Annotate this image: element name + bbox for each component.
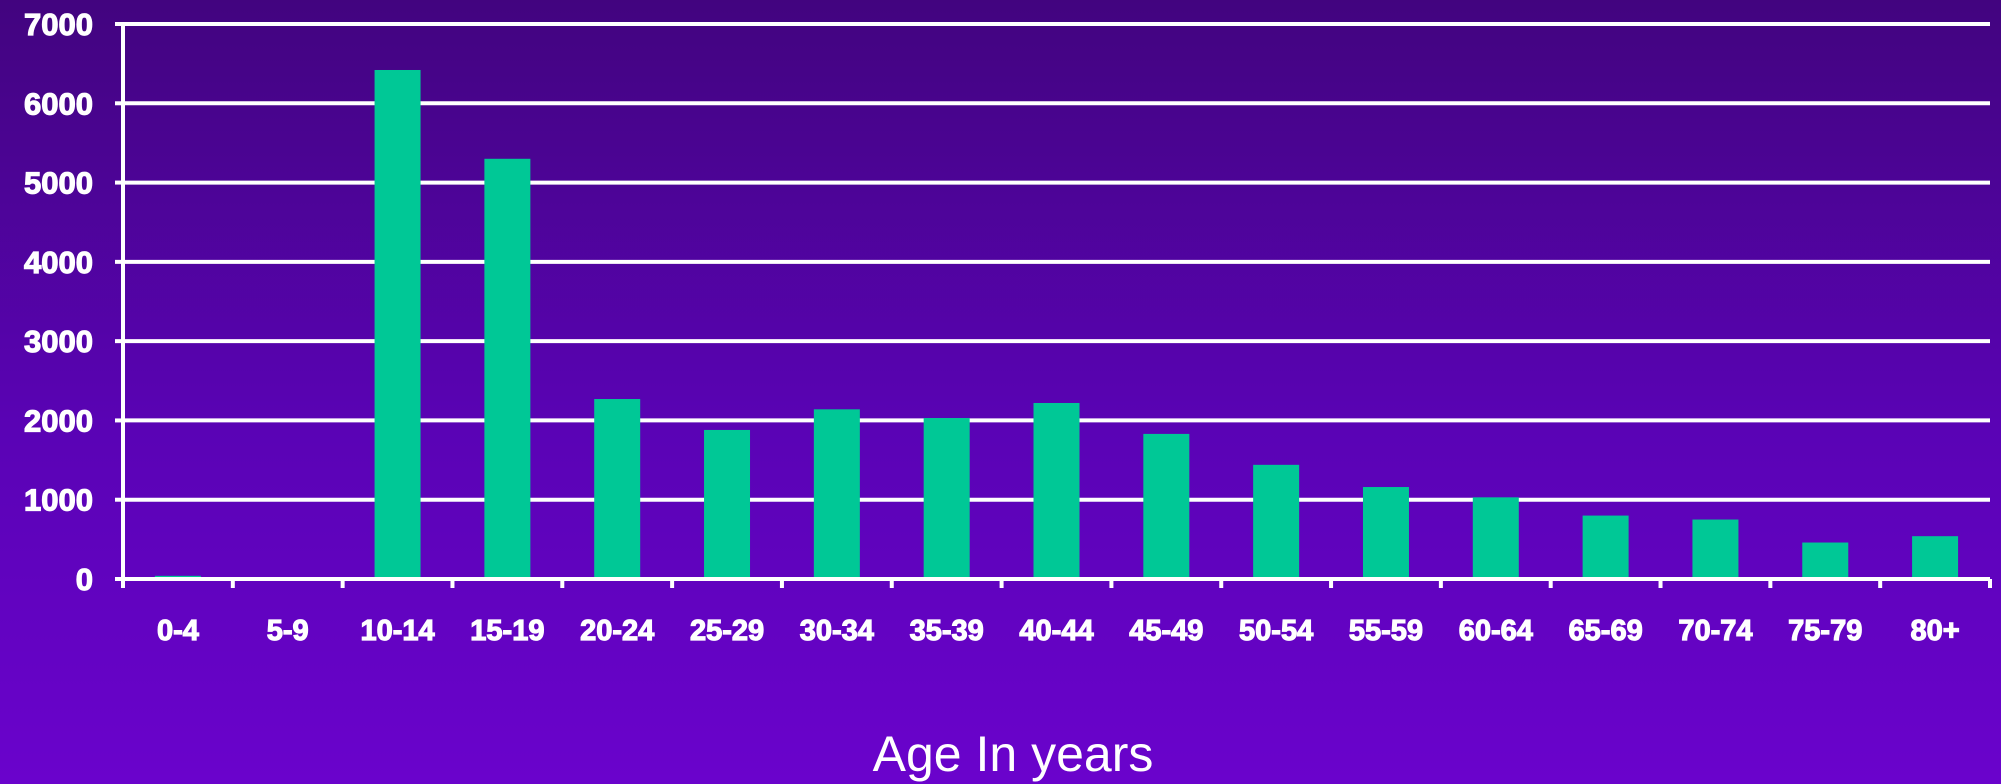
x-tick-label-0-4: 0-4 — [157, 615, 199, 647]
grid-lines — [123, 22, 1990, 502]
y-tick-label-7000: 7000 — [24, 7, 93, 42]
bar-10-14 — [374, 69, 421, 579]
y-tick-label-2000: 2000 — [24, 403, 93, 438]
x-tick-labels: 0-4 5-9 10-14 15-19 20-24 25-29 30-34 35-39 40-4… — [156, 614, 1960, 647]
bars — [154, 69, 1959, 580]
bar-50-54 — [1253, 464, 1300, 579]
axes — [115, 22, 1992, 588]
bar-45-49 — [1143, 433, 1190, 579]
bar-75-79 — [1802, 542, 1849, 579]
x-tick-label-35-39: 35-39 — [910, 615, 984, 647]
bar-60-64 — [1472, 497, 1519, 579]
y-tick-labels: 0 1000 2000 3000 4000 5000 6000 7000 — [23, 6, 93, 597]
bar-65-69 — [1582, 515, 1629, 579]
x-tick-label-55-59: 55-59 — [1349, 615, 1423, 647]
x-tick-label-30-34: 30-34 — [800, 615, 874, 647]
x-tick-label-65-69: 65-69 — [1569, 615, 1643, 647]
x-tick-label-15-19: 15-19 — [470, 615, 544, 647]
x-tick-label-60-64: 60-64 — [1459, 615, 1533, 647]
x-tick-label-75-79: 75-79 — [1788, 615, 1862, 647]
bar-20-24 — [594, 399, 641, 579]
y-tick-label-1000: 1000 — [24, 483, 93, 518]
bar-25-29 — [704, 429, 751, 579]
x-axis-title: Age In years — [873, 726, 1154, 782]
y-tick-label-3000: 3000 — [24, 324, 93, 359]
bar-55-59 — [1362, 487, 1409, 579]
x-tick-label-70-74: 70-74 — [1678, 615, 1752, 647]
bar-30-34 — [813, 409, 860, 579]
x-tick-label-20-24: 20-24 — [580, 615, 654, 647]
y-tick-label-5000: 5000 — [24, 166, 93, 201]
x-tick-label-40-44: 40-44 — [1019, 615, 1093, 647]
y-tick-label-6000: 6000 — [24, 86, 93, 121]
y-tick-label-0: 0 — [76, 562, 93, 597]
x-tick-label-50-54: 50-54 — [1239, 615, 1313, 647]
x-tick-label-10-14: 10-14 — [360, 615, 434, 647]
bar-80+ — [1912, 536, 1959, 579]
x-tick-label-80+: 80+ — [1910, 615, 1959, 647]
bar-35-39 — [923, 418, 970, 579]
x-tick-label-25-29: 25-29 — [690, 615, 764, 647]
y-tick-label-4000: 4000 — [24, 245, 93, 280]
bar-15-19 — [484, 158, 531, 580]
bar-70-74 — [1692, 519, 1739, 579]
bar-40-44 — [1033, 402, 1080, 579]
x-tick-label-45-49: 45-49 — [1129, 615, 1203, 647]
x-tick-label-5-9: 5-9 — [267, 615, 309, 647]
